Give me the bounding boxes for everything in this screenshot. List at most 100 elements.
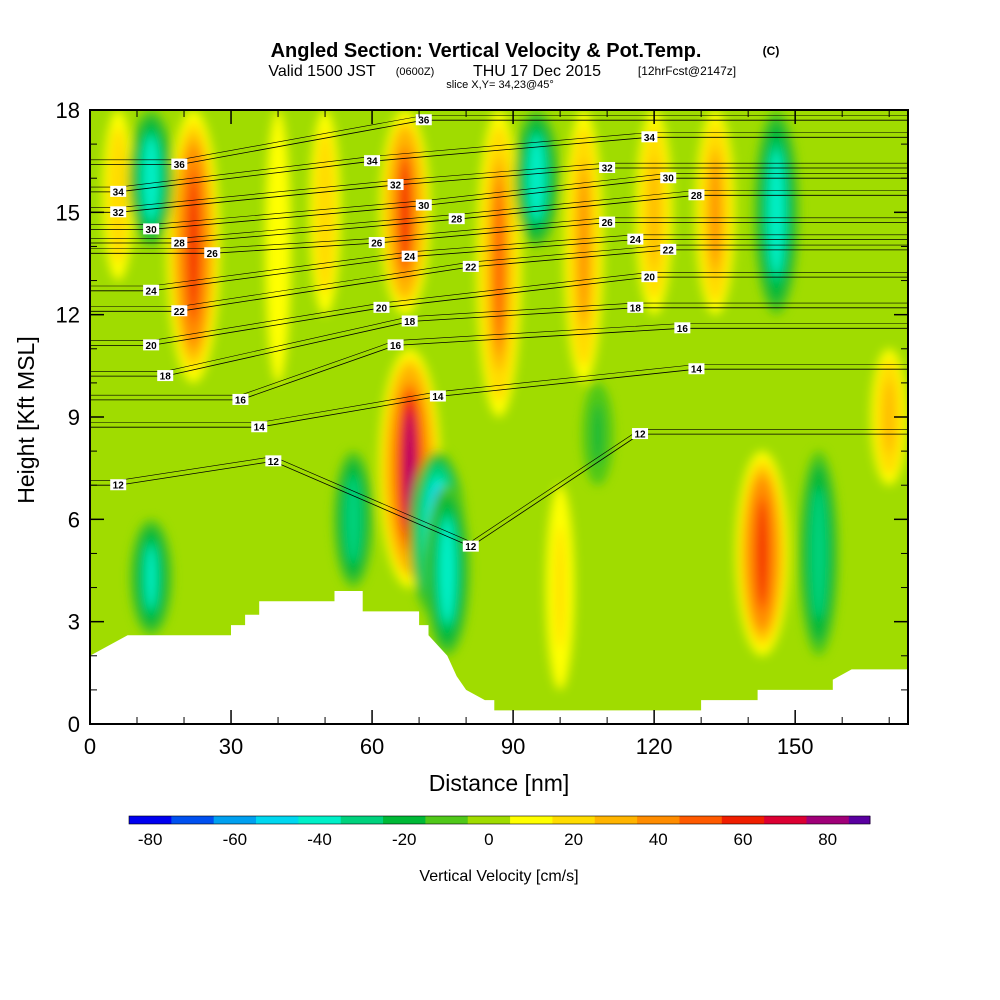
isotherm-label: 20 [373,301,390,314]
velocity-contour [555,526,565,649]
chart-header: Angled Section: Vertical Velocity & Pot.… [268,40,779,91]
isotherm-label-bg [674,322,691,334]
isotherm-label-bg [387,339,404,351]
isotherm-label-bg [641,271,658,283]
isotherm-label: 34 [641,131,658,144]
isotherm-label-bg [110,185,127,197]
y-tick-label: 15 [56,200,80,225]
isotherm-label-text: 28 [451,215,463,226]
isotherm-label: 18 [401,315,418,328]
isotherm-label: 12 [110,479,127,492]
velocity-band [128,110,174,247]
isotherm-label: 32 [110,206,127,219]
x-tick-label: 120 [636,734,673,759]
isotherm-label-bg [448,213,465,225]
isotherm-label-bg [688,189,705,201]
isotherm-label-text: 22 [663,245,675,256]
isotherm-label-text: 28 [174,239,186,250]
isotherm-label: 28 [171,237,188,250]
isotherm-label-text: 12 [465,542,477,553]
isotherm-label: 16 [232,393,249,406]
isotherm-label: 26 [599,216,616,229]
y-tick-label: 3 [68,610,80,635]
isotherm-label-text: 16 [390,341,402,352]
isotherm-label-bg [415,114,432,126]
isotherm-label-bg [204,247,221,259]
colorbar-bin [298,816,342,824]
velocity-band [265,110,291,383]
isotherm-label-text: 32 [602,163,614,174]
isotherm-label: 16 [387,339,404,352]
isotherm-label-bg [265,455,282,467]
x-tick-label: 30 [219,734,243,759]
velocity-band [309,110,341,315]
isotherm-label-text: 30 [663,174,675,185]
isotherm-label-bg [387,179,404,191]
colorbar-bin [679,816,723,824]
isotherm-label-bg [688,363,705,375]
isotherm-label-bg [232,393,249,405]
isotherm-label-text: 34 [113,187,125,198]
velocity-field [102,110,908,690]
isotherm-label-bg [251,421,268,433]
velocity-contour [592,403,603,465]
colorbar-bin [637,816,680,824]
colorbar-tick-label: -40 [307,830,332,849]
isotherm-label-text: 18 [160,372,172,383]
isotherm-label: 30 [143,223,160,236]
velocity-band [379,110,431,315]
isotherm-label-bg [641,131,658,143]
velocity-contour [772,161,781,264]
isotherm-label: 32 [599,161,616,174]
isotherm-label: 24 [401,250,418,263]
isotherm-label-text: 36 [174,160,186,171]
colorbar-bin [171,816,215,824]
isotherm-label-text: 12 [634,430,646,441]
isotherm-label-text: 26 [207,249,219,260]
y-tick-label: 18 [56,98,80,123]
isotherm-line [90,119,908,165]
velocity-contour [649,156,659,269]
x-tick-label: 90 [501,734,525,759]
colorbar-bin [129,816,172,824]
velocity-contour [146,547,156,608]
isotherm-label: 22 [462,260,479,273]
x-axis-label: Distance [nm] [429,770,570,796]
y-tick-label: 9 [68,405,80,430]
isotherm-label-text: 14 [254,423,266,434]
chart-title-unit: (C) [763,44,780,58]
x-tick-label: 150 [777,734,814,759]
isotherm-label: 14 [429,390,446,403]
velocity-band [635,110,673,315]
isotherm-label: 12 [462,540,479,553]
isotherm-label: 28 [688,189,705,202]
valid-time: Valid 1500 JST [268,63,376,80]
isotherm-label-bg [110,206,127,218]
velocity-contour [814,500,823,607]
y-tick-label: 0 [68,712,80,737]
isotherm-label-bg [157,370,174,382]
isotherm-label-bg [660,243,677,255]
velocity-contour [711,159,720,266]
isotherm-label-text: 14 [432,392,444,403]
isotherm-label: 12 [265,455,282,468]
isotherm-label-bg [373,301,390,313]
velocity-contour [579,175,588,318]
velocity-contour [401,162,409,263]
isotherm-label-bg [368,237,385,249]
isotherm-label-bg [599,161,616,173]
velocity-contour [319,150,331,274]
isotherm-label-bg [364,155,381,167]
velocity-band [798,451,839,656]
isotherm-label-text: 24 [404,252,416,263]
valid-date: THU 17 Dec 2015 [473,63,601,80]
velocity-band [582,382,614,486]
isotherm-label-bg [599,216,616,228]
colorbar-bin [764,816,807,824]
velocity-band [735,451,790,656]
isotherm-label-bg [627,301,644,313]
isotherm-label: 36 [415,114,432,127]
isotherm-line [90,115,908,161]
isotherm-label-text: 26 [371,239,383,250]
colorbar: -80 -60 -40 -20 0 20 40 60 80 Vertical Velocity … [128,815,871,885]
